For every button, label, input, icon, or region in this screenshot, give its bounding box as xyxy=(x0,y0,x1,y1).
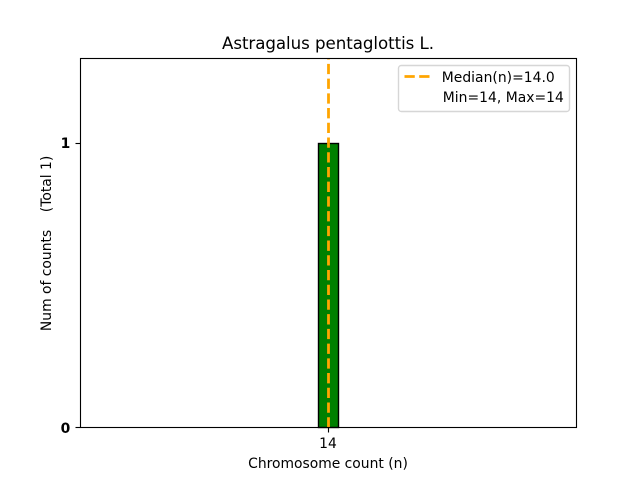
x-tick-label: 14 xyxy=(319,436,337,452)
legend-label-minmax: Min=14, Max=14 xyxy=(443,90,564,106)
y-tick-label: 0 xyxy=(61,421,71,437)
x-axis-ticks: 14 xyxy=(319,427,337,452)
y-tick-label: 1 xyxy=(61,136,71,152)
y-axis-label: Num of counts (Total 1) xyxy=(39,156,55,331)
legend: Median(n)=14.0 Min=14, Max=14 xyxy=(397,64,571,113)
legend-frame xyxy=(397,64,571,113)
legend-label-median: Median(n)=14.0 xyxy=(442,70,555,86)
y-axis-ticks: 01 xyxy=(61,136,81,437)
x-axis-label: Chromosome count (n) xyxy=(248,456,408,472)
chart-title: Astragalus pentaglottis L. xyxy=(222,34,434,53)
